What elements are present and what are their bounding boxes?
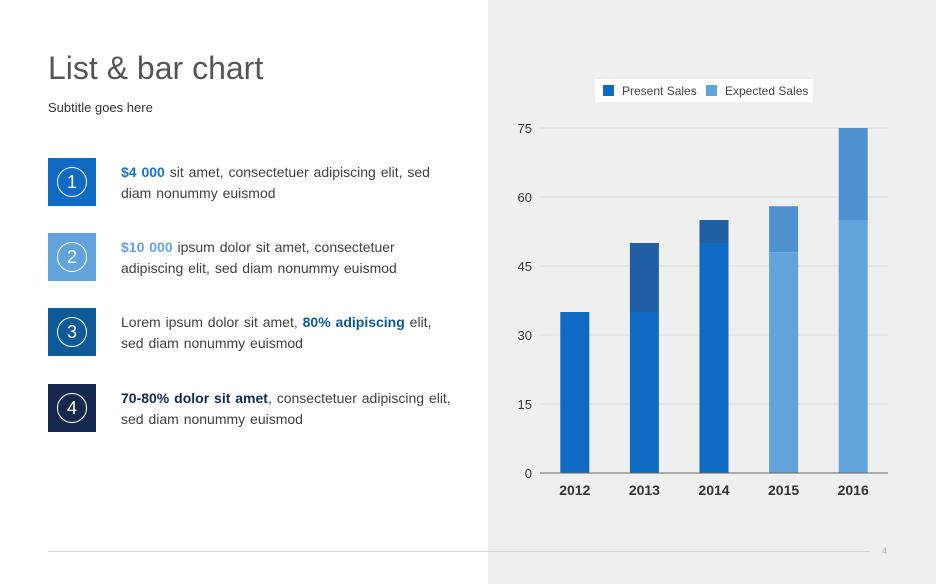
- list-number: 4: [57, 393, 87, 423]
- x-tick-label: 2015: [768, 482, 799, 498]
- x-tick-label: 2012: [559, 482, 590, 498]
- footer-divider: [48, 551, 870, 552]
- list-item-body: elit, sed diam nonummy euismod: [121, 314, 432, 351]
- legend-label: Expected Sales: [725, 84, 808, 98]
- x-tick-label: 2014: [698, 482, 729, 498]
- list-item-highlight: 70-80% dolor sit amet: [121, 390, 268, 406]
- list-item-body: ipsum dolor sit amet, consectetuer adipi…: [121, 239, 397, 276]
- list-item-text: $10 000 ipsum dolor sit amet, consectetu…: [121, 237, 451, 279]
- list-item: 4 70-80% dolor sit amet, consectetuer adi…: [48, 384, 451, 432]
- x-tick-label: 2016: [838, 482, 869, 498]
- list-item-body: sit amet, consectetuer adipiscing elit, …: [121, 164, 430, 201]
- slide-subtitle: Subtitle goes here: [48, 100, 153, 115]
- y-tick-label: 0: [525, 466, 532, 481]
- bar-segment-top: [699, 220, 729, 243]
- bar-segment-top: [769, 206, 799, 253]
- y-tick-label: 60: [518, 190, 532, 205]
- y-tick-label: 30: [518, 328, 532, 343]
- list-number: 3: [57, 317, 87, 347]
- list-number-box: 2: [48, 233, 96, 281]
- bar-segment-top: [838, 128, 868, 220]
- bar-segment-top: [629, 243, 659, 312]
- list-item-highlight: 80% adipiscing: [302, 314, 405, 330]
- y-tick-label: 75: [518, 121, 532, 136]
- list-item-text: Lorem ipsum dolor sit amet, 80% adipisci…: [121, 312, 451, 354]
- bar-segment-base: [629, 312, 659, 473]
- legend-background: [595, 79, 813, 102]
- slide-title: List & bar chart: [48, 50, 264, 86]
- list-number-box: 1: [48, 158, 96, 206]
- list-item: 1 $4 000 sit amet, consectetuer adipiscin…: [48, 158, 448, 206]
- list-item-highlight: $10 000: [121, 239, 173, 255]
- bar-segment-base: [699, 243, 729, 473]
- legend-swatch: [603, 85, 614, 96]
- list-item-text: $4 000 sit amet, consectetuer adipiscing…: [121, 162, 451, 204]
- bar-segment-base: [838, 220, 868, 473]
- list-item: 3 Lorem ipsum dolor sit amet, 80% adipisc…: [48, 308, 448, 356]
- list-item-highlight: $4 000: [121, 164, 165, 180]
- y-tick-label: 45: [518, 259, 532, 274]
- list-item: 2 $10 000 ipsum dolor sit amet, consectet…: [48, 233, 448, 281]
- list-item-text: 70-80% dolor sit amet, consectetuer adip…: [121, 388, 451, 430]
- y-tick-label: 15: [518, 397, 532, 412]
- bar-segment-base: [769, 252, 799, 473]
- legend-swatch: [706, 85, 717, 96]
- page-number: 4: [882, 546, 888, 556]
- bar-segment-base: [560, 312, 590, 473]
- bar-chart: 0 15 30 45 60 75 2012 2013 2014 2015 2016 Present S…: [518, 79, 888, 498]
- x-tick-label: 2013: [629, 482, 660, 498]
- list-number: 2: [57, 242, 87, 272]
- list-number-box: 4: [48, 384, 96, 432]
- list-number-box: 3: [48, 308, 96, 356]
- list-number: 1: [57, 167, 87, 197]
- list-item-body: , consectetuer adipiscing elit, sed diam…: [121, 390, 451, 427]
- list-item-body: Lorem ipsum dolor sit amet,: [121, 314, 303, 330]
- legend-label: Present Sales: [622, 84, 697, 98]
